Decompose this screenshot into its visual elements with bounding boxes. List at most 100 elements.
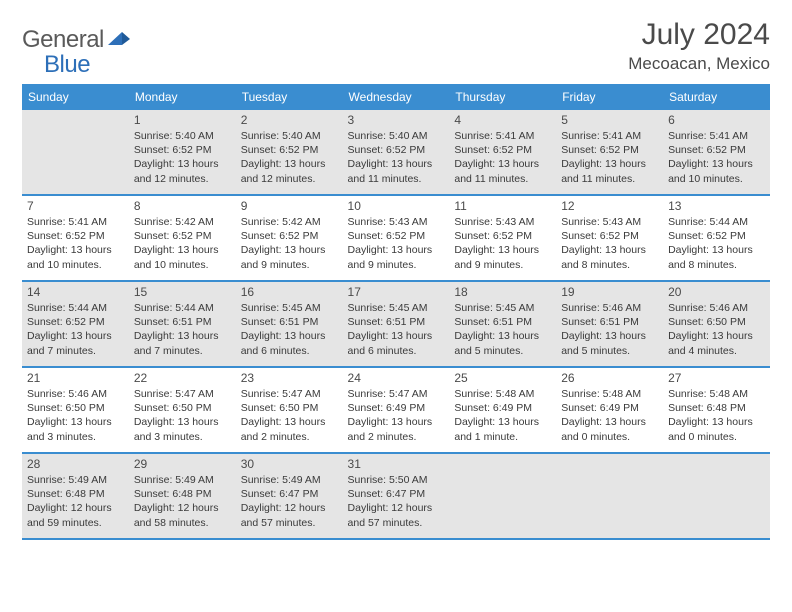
calendar-thead: Sunday Monday Tuesday Wednesday Thursday… xyxy=(22,85,770,109)
day-detail-line: Sunrise: 5:45 AM xyxy=(454,301,551,315)
day-number: 8 xyxy=(134,199,231,213)
day-detail-line: Sunset: 6:52 PM xyxy=(134,143,231,157)
day-number: 28 xyxy=(27,457,124,471)
day-number: 25 xyxy=(454,371,551,385)
day-header-sunday: Sunday xyxy=(22,85,129,109)
day-detail-line: Daylight: 13 hours xyxy=(348,415,445,429)
day-cell xyxy=(556,453,663,539)
day-detail-line: and 10 minutes. xyxy=(668,172,765,186)
day-detail-line: Sunset: 6:51 PM xyxy=(134,315,231,329)
calendar-table: Sunday Monday Tuesday Wednesday Thursday… xyxy=(22,84,770,540)
day-header-monday: Monday xyxy=(129,85,236,109)
day-detail-line: and 7 minutes. xyxy=(27,344,124,358)
day-detail-line: and 11 minutes. xyxy=(348,172,445,186)
day-detail-line: Sunrise: 5:43 AM xyxy=(454,215,551,229)
day-cell: 14Sunrise: 5:44 AMSunset: 6:52 PMDayligh… xyxy=(22,281,129,367)
day-cell: 17Sunrise: 5:45 AMSunset: 6:51 PMDayligh… xyxy=(343,281,450,367)
day-detail-line: Sunset: 6:47 PM xyxy=(348,487,445,501)
day-number: 20 xyxy=(668,285,765,299)
day-cell: 12Sunrise: 5:43 AMSunset: 6:52 PMDayligh… xyxy=(556,195,663,281)
day-cell: 31Sunrise: 5:50 AMSunset: 6:47 PMDayligh… xyxy=(343,453,450,539)
day-detail-line: Sunrise: 5:49 AM xyxy=(241,473,338,487)
day-detail-line: and 11 minutes. xyxy=(454,172,551,186)
day-cell: 6Sunrise: 5:41 AMSunset: 6:52 PMDaylight… xyxy=(663,109,770,195)
day-cell: 20Sunrise: 5:46 AMSunset: 6:50 PMDayligh… xyxy=(663,281,770,367)
day-detail-line: and 9 minutes. xyxy=(241,258,338,272)
day-detail-line: Sunrise: 5:43 AM xyxy=(561,215,658,229)
day-detail-line: Sunrise: 5:40 AM xyxy=(134,129,231,143)
day-detail-line: Sunset: 6:51 PM xyxy=(454,315,551,329)
day-number: 6 xyxy=(668,113,765,127)
location-text: Mecoacan, Mexico xyxy=(628,54,770,74)
day-detail-line: Sunrise: 5:50 AM xyxy=(348,473,445,487)
week-row: 14Sunrise: 5:44 AMSunset: 6:52 PMDayligh… xyxy=(22,281,770,367)
day-detail-line: Sunset: 6:48 PM xyxy=(668,401,765,415)
day-cell: 18Sunrise: 5:45 AMSunset: 6:51 PMDayligh… xyxy=(449,281,556,367)
day-detail-line: Sunrise: 5:47 AM xyxy=(134,387,231,401)
day-detail-line: and 7 minutes. xyxy=(134,344,231,358)
day-cell: 3Sunrise: 5:40 AMSunset: 6:52 PMDaylight… xyxy=(343,109,450,195)
day-number: 3 xyxy=(348,113,445,127)
day-detail-line: Daylight: 13 hours xyxy=(241,157,338,171)
day-detail-line: Sunset: 6:52 PM xyxy=(134,229,231,243)
day-detail-line: Sunrise: 5:48 AM xyxy=(454,387,551,401)
day-detail-line: and 2 minutes. xyxy=(241,430,338,444)
day-detail-line: Sunrise: 5:41 AM xyxy=(27,215,124,229)
day-detail-line: Sunset: 6:51 PM xyxy=(241,315,338,329)
day-detail-line: Daylight: 13 hours xyxy=(27,329,124,343)
day-detail-line: and 0 minutes. xyxy=(561,430,658,444)
day-detail-line: and 12 minutes. xyxy=(241,172,338,186)
day-detail-line: and 12 minutes. xyxy=(134,172,231,186)
day-detail-line: Sunset: 6:47 PM xyxy=(241,487,338,501)
day-detail-line: and 58 minutes. xyxy=(134,516,231,530)
day-detail-line: Daylight: 13 hours xyxy=(454,243,551,257)
day-number: 16 xyxy=(241,285,338,299)
day-number: 29 xyxy=(134,457,231,471)
day-detail-line: Sunset: 6:50 PM xyxy=(668,315,765,329)
day-detail-line: Daylight: 13 hours xyxy=(241,415,338,429)
day-cell: 23Sunrise: 5:47 AMSunset: 6:50 PMDayligh… xyxy=(236,367,343,453)
day-detail-line: Daylight: 13 hours xyxy=(348,243,445,257)
day-detail-line: Sunset: 6:49 PM xyxy=(561,401,658,415)
week-row: 7Sunrise: 5:41 AMSunset: 6:52 PMDaylight… xyxy=(22,195,770,281)
day-detail-line: Sunset: 6:49 PM xyxy=(348,401,445,415)
day-number: 4 xyxy=(454,113,551,127)
day-number: 9 xyxy=(241,199,338,213)
day-cell: 1Sunrise: 5:40 AMSunset: 6:52 PMDaylight… xyxy=(129,109,236,195)
day-detail-line: Sunrise: 5:41 AM xyxy=(668,129,765,143)
day-number: 13 xyxy=(668,199,765,213)
day-cell: 10Sunrise: 5:43 AMSunset: 6:52 PMDayligh… xyxy=(343,195,450,281)
day-detail-line: Daylight: 13 hours xyxy=(27,243,124,257)
day-cell: 15Sunrise: 5:44 AMSunset: 6:51 PMDayligh… xyxy=(129,281,236,367)
day-detail-line: Daylight: 13 hours xyxy=(561,329,658,343)
day-detail-line: Sunrise: 5:47 AM xyxy=(241,387,338,401)
day-detail-line: Daylight: 13 hours xyxy=(134,157,231,171)
logo-text-blue: Blue xyxy=(44,51,90,78)
day-detail-line: and 9 minutes. xyxy=(348,258,445,272)
day-detail-line: Sunrise: 5:49 AM xyxy=(134,473,231,487)
day-detail-line: and 57 minutes. xyxy=(348,516,445,530)
day-number: 30 xyxy=(241,457,338,471)
day-detail-line: Sunrise: 5:45 AM xyxy=(348,301,445,315)
month-title: July 2024 xyxy=(628,18,770,52)
day-cell: 30 Sunrise: 5:49 AMSunset: 6:47 PMDayligh… xyxy=(236,453,343,539)
day-detail-line: Sunrise: 5:49 AM xyxy=(27,473,124,487)
day-number: 19 xyxy=(561,285,658,299)
day-detail-line: Sunset: 6:49 PM xyxy=(454,401,551,415)
day-detail-line: Daylight: 13 hours xyxy=(348,329,445,343)
logo-text-general: General xyxy=(22,26,104,54)
day-detail-line: Sunrise: 5:48 AM xyxy=(668,387,765,401)
day-header-thursday: Thursday xyxy=(449,85,556,109)
day-detail-line: and 6 minutes. xyxy=(241,344,338,358)
day-number: 22 xyxy=(134,371,231,385)
day-detail-line: and 3 minutes. xyxy=(134,430,231,444)
day-cell: 7Sunrise: 5:41 AMSunset: 6:52 PMDaylight… xyxy=(22,195,129,281)
day-cell: 26Sunrise: 5:48 AMSunset: 6:49 PMDayligh… xyxy=(556,367,663,453)
day-detail-line: Daylight: 12 hours xyxy=(241,501,338,515)
day-detail-line: Sunrise: 5:42 AM xyxy=(241,215,338,229)
day-cell: 22Sunrise: 5:47 AMSunset: 6:50 PMDayligh… xyxy=(129,367,236,453)
day-detail-line: Daylight: 13 hours xyxy=(561,157,658,171)
day-detail-line: Sunrise: 5:40 AM xyxy=(241,129,338,143)
day-cell: 27Sunrise: 5:48 AMSunset: 6:48 PMDayligh… xyxy=(663,367,770,453)
day-detail-line: Daylight: 13 hours xyxy=(668,415,765,429)
